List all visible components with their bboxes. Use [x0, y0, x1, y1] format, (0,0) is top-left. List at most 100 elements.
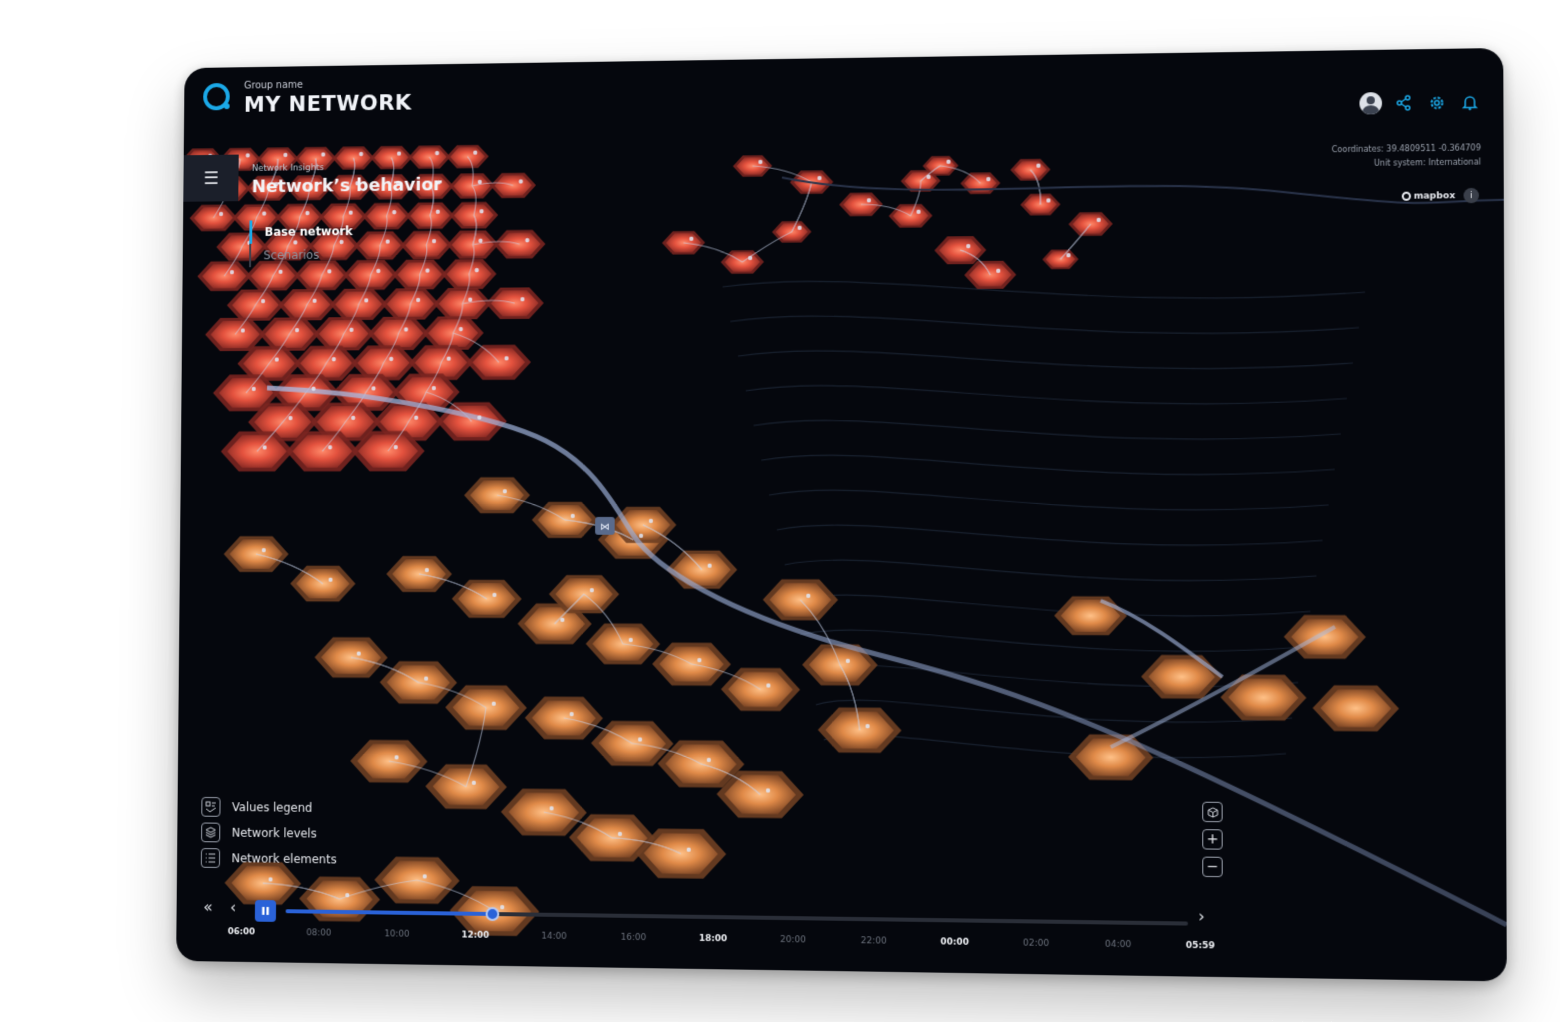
values-legend-button[interactable]: Values legend — [201, 797, 337, 818]
timeline-tick-label: 20:00 — [780, 935, 806, 945]
tab-scenarios[interactable]: Scenarios — [251, 243, 353, 267]
user-avatar[interactable] — [1359, 92, 1382, 114]
timeline-handle[interactable] — [486, 907, 500, 921]
network-elements-label: Network elements — [231, 851, 336, 866]
app-window: ⋈ Group name MY NETWORK Coordinates: 39.… — [176, 48, 1507, 982]
network-node[interactable] — [262, 548, 266, 552]
background-road — [730, 313, 1359, 337]
network-node[interactable] — [639, 534, 643, 538]
network-node[interactable] — [492, 702, 496, 706]
mapbox-label: mapbox — [1414, 191, 1456, 202]
rewind-icon[interactable]: « — [203, 897, 213, 916]
unit-system-text: Unit system: International — [1332, 155, 1481, 171]
network-title: MY NETWORK — [244, 91, 412, 118]
network-node[interactable] — [707, 563, 711, 567]
timeline-tick-label: 00:00 — [940, 937, 969, 948]
section-subtitle: Network Insights — [252, 162, 442, 174]
network-node[interactable] — [549, 806, 553, 810]
menu-button[interactable]: ☰ — [183, 155, 238, 202]
timeline-tick-label: 14:00 — [541, 932, 566, 942]
tab-base-network[interactable]: Base network — [249, 219, 353, 243]
network-levels-button[interactable]: Network levels — [201, 823, 337, 844]
mapbox-logo: mapbox — [1401, 191, 1455, 202]
timeline-tick-label: 16:00 — [621, 933, 647, 943]
settings-gear-icon[interactable] — [1425, 91, 1448, 114]
top-toolbar — [1359, 91, 1480, 115]
background-road — [761, 454, 1334, 475]
network-node[interactable] — [424, 676, 428, 680]
pause-button[interactable] — [255, 900, 276, 922]
network-node[interactable] — [707, 758, 711, 762]
timeline-tick-label: 02:00 — [1023, 939, 1049, 950]
app-logo-icon[interactable] — [203, 83, 230, 111]
zoom-in-button[interactable]: + — [1202, 829, 1222, 850]
background-road — [738, 348, 1353, 371]
3d-view-button[interactable] — [1202, 802, 1222, 823]
network-node[interactable] — [492, 593, 496, 597]
network-node[interactable] — [328, 578, 332, 582]
background-road — [723, 277, 1366, 301]
network-node[interactable] — [1066, 253, 1070, 257]
timeline-progress — [286, 909, 493, 916]
network-node[interactable] — [638, 737, 642, 741]
step-forward-icon[interactable]: › — [1198, 906, 1205, 925]
group-name-label: Group name — [244, 78, 412, 91]
background-road — [769, 490, 1329, 510]
background-road — [808, 665, 1298, 687]
hamburger-icon: ☰ — [203, 168, 218, 189]
network-node[interactable] — [472, 781, 476, 785]
network-node[interactable] — [766, 683, 770, 687]
network-levels-label: Network levels — [232, 826, 317, 841]
network-node[interactable] — [425, 568, 429, 572]
network-node[interactable] — [569, 712, 573, 716]
timeline-tick-label: 12:00 — [461, 930, 489, 940]
share-icon[interactable] — [1392, 92, 1415, 114]
brand: Group name MY NETWORK — [203, 78, 412, 118]
values-legend-label: Values legend — [232, 800, 313, 815]
list-icon — [201, 848, 220, 868]
network-node[interactable] — [357, 651, 361, 655]
timeline-tick-label: 22:00 — [861, 936, 887, 946]
background-road — [753, 419, 1340, 440]
network-node[interactable] — [503, 489, 507, 493]
timeline-track[interactable] — [286, 909, 1188, 925]
network-node[interactable] — [477, 415, 481, 419]
svg-text:⋈: ⋈ — [600, 522, 610, 533]
layers-icon — [201, 823, 220, 843]
info-icon[interactable]: i — [1463, 188, 1479, 203]
timeline-tick-label: 18:00 — [699, 934, 727, 944]
network-node[interactable] — [590, 588, 594, 592]
network-node[interactable] — [649, 519, 653, 523]
zoom-out-button[interactable]: − — [1202, 857, 1222, 878]
background-road — [777, 525, 1323, 545]
background-road — [785, 560, 1317, 581]
network-node[interactable] — [766, 788, 770, 792]
pause-icon — [261, 906, 271, 916]
background-road — [792, 595, 1310, 616]
background-road — [746, 383, 1347, 405]
page-title: Network’s behavior — [252, 175, 442, 198]
network-node[interactable] — [697, 658, 701, 662]
background-road — [800, 630, 1304, 652]
network-node[interactable] — [629, 638, 633, 642]
notification-bell-icon[interactable] — [1458, 91, 1481, 114]
network-node[interactable] — [560, 618, 564, 622]
cube-icon — [1207, 806, 1218, 817]
network-node[interactable] — [996, 269, 1000, 273]
attribution: mapbox i — [1401, 188, 1479, 204]
network-node[interactable] — [846, 659, 850, 663]
network-node[interactable] — [806, 594, 810, 598]
timeline-ticks: 06:00 08:00 10:00 12:00 14:00 16:00 18:00 20:00… — [241, 927, 1200, 941]
legend-icon — [201, 797, 220, 817]
network-node[interactable] — [394, 755, 398, 759]
network-node[interactable] — [865, 724, 869, 728]
mapbox-logo-icon — [1401, 192, 1410, 201]
network-node[interactable] — [571, 514, 575, 518]
view-switcher: Base network Scenarios — [249, 219, 353, 267]
network-elements-button[interactable]: Network elements — [201, 848, 337, 869]
timeline-tick-label: 10:00 — [384, 929, 409, 939]
network-node[interactable] — [394, 445, 398, 449]
timeline-tick-label: 06:00 — [228, 927, 256, 937]
step-back-icon[interactable]: ‹ — [230, 898, 236, 917]
